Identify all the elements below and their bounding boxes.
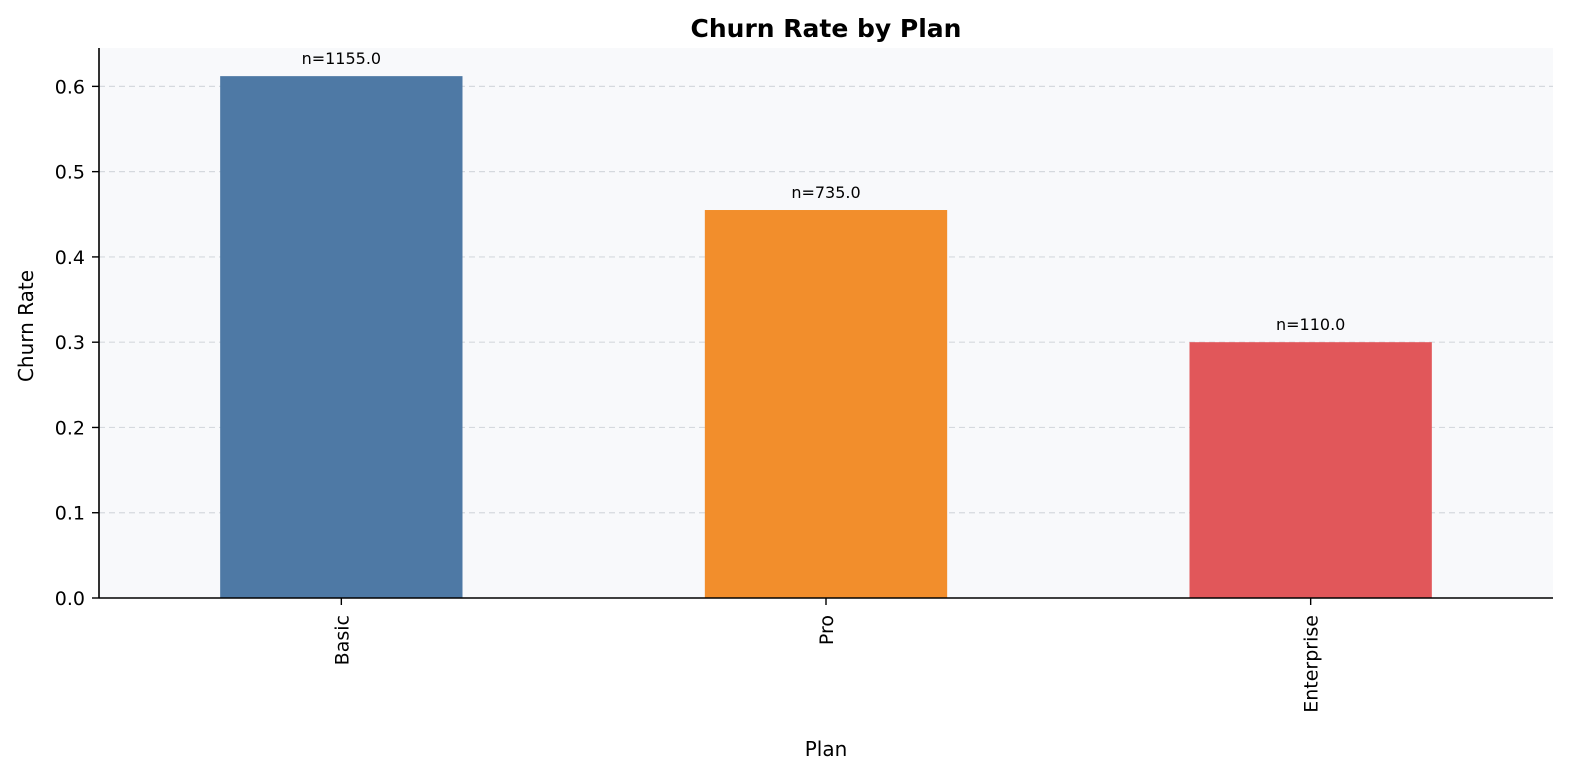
x-axis: Basic Pro Enterprise: [331, 598, 1323, 713]
y-tick-label: 0.5: [55, 162, 85, 184]
y-tick-label: 0.4: [55, 247, 85, 269]
bar-count-label: n=1155.0: [302, 49, 382, 68]
bar-count-label: n=110.0: [1276, 315, 1345, 334]
x-tick-label: Enterprise: [1301, 615, 1323, 713]
bar-enterprise: [1189, 342, 1432, 598]
y-tick-label: 0.6: [55, 76, 85, 98]
bar-count-label: n=735.0: [791, 183, 860, 202]
bar-pro: [704, 210, 948, 598]
y-tick-label: 0.2: [55, 417, 85, 439]
y-tick-label: 0.0: [55, 588, 85, 610]
x-axis-label: Plan: [805, 737, 848, 761]
y-axis-label: Churn Rate: [14, 270, 38, 382]
bar-basic: [220, 76, 463, 599]
y-tick-label: 0.3: [55, 332, 85, 354]
bars: [220, 76, 1432, 599]
chart-title: Churn Rate by Plan: [691, 14, 962, 43]
y-tick-label: 0.1: [55, 503, 85, 525]
bar-labels: n=1155.0 n=735.0 n=110.0: [302, 49, 1346, 334]
y-axis: 0.0 0.1 0.2 0.3 0.4 0.5 0.6: [55, 76, 99, 610]
x-tick-label: Pro: [816, 615, 838, 645]
x-tick-label: Basic: [331, 615, 353, 665]
